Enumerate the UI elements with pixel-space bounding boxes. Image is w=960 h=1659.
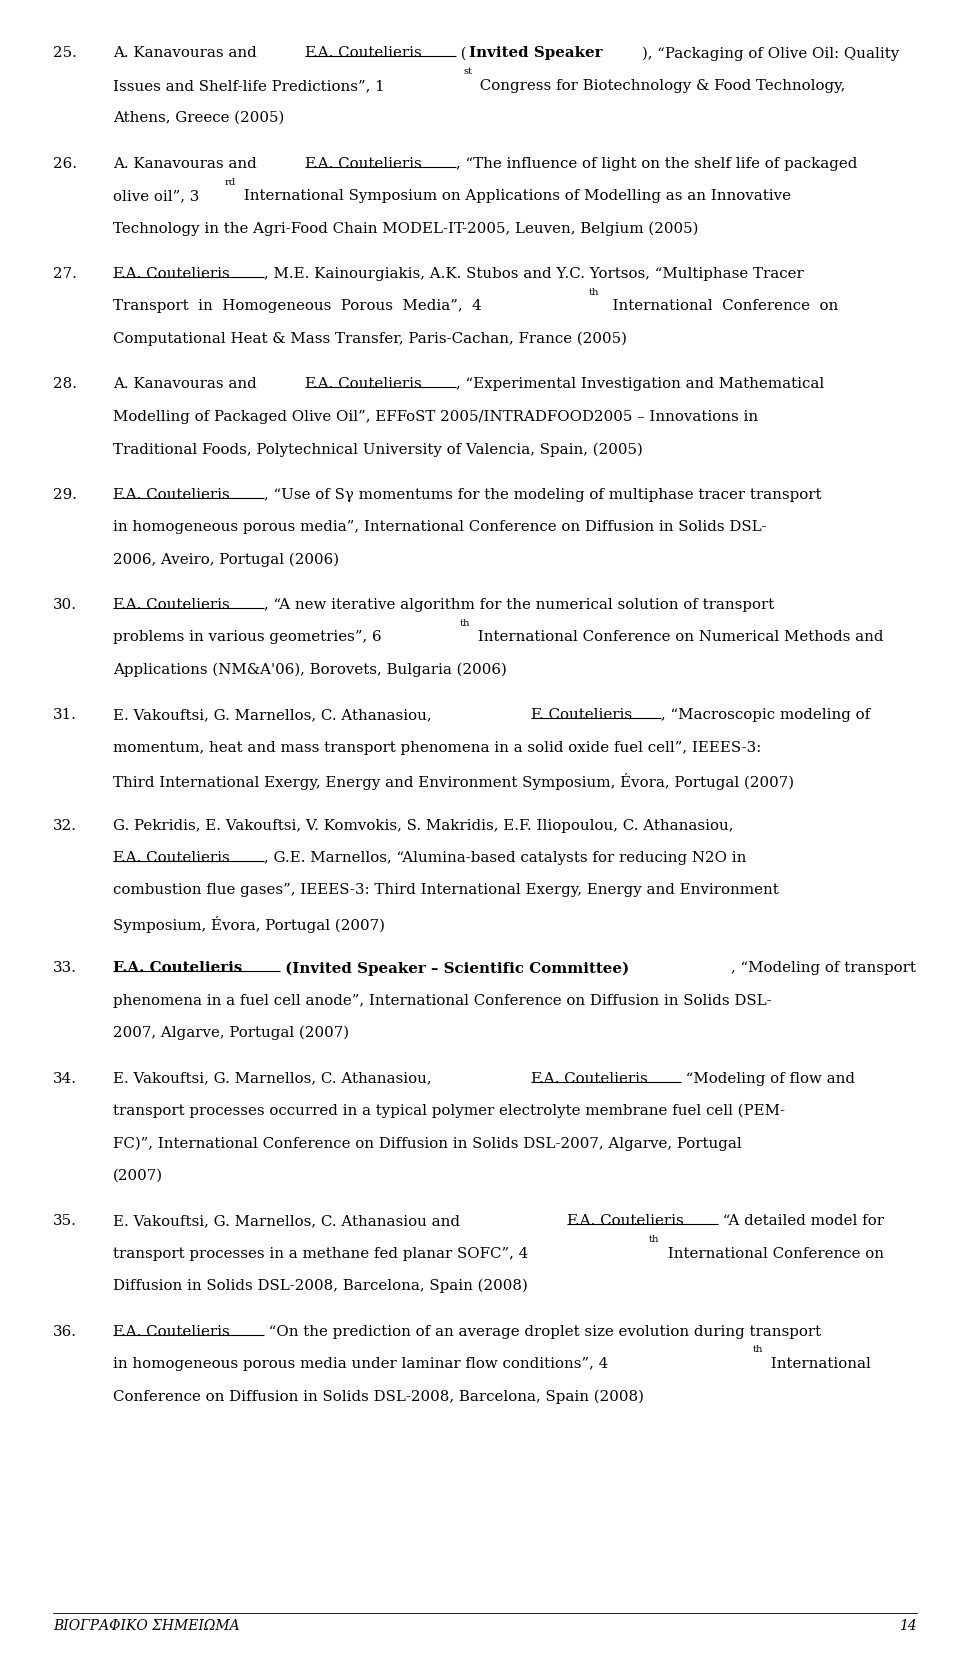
Text: rd: rd	[225, 178, 236, 186]
Text: (Invited Speaker – Scientific Committee): (Invited Speaker – Scientific Committee)	[280, 962, 629, 975]
Text: , “Macroscopic modeling of: , “Macroscopic modeling of	[661, 708, 871, 722]
Text: olive oil”, 3: olive oil”, 3	[113, 189, 200, 202]
Text: Computational Heat & Mass Transfer, Paris-Cachan, France (2005): Computational Heat & Mass Transfer, Pari…	[113, 332, 627, 347]
Text: International: International	[766, 1357, 871, 1370]
Text: FC)”, International Conference on Diffusion in Solids DSL-2007, Algarve, Portuga: FC)”, International Conference on Diffus…	[113, 1136, 742, 1151]
Text: E. Vakouftsi, G. Marnellos, C. Athanasiou,: E. Vakouftsi, G. Marnellos, C. Athanasio…	[113, 1072, 437, 1085]
Text: F.A. Coutelieris: F.A. Coutelieris	[113, 488, 230, 501]
Text: F.A. Coutelieris: F.A. Coutelieris	[113, 267, 230, 280]
Text: F.A. Coutelieris: F.A. Coutelieris	[305, 378, 421, 392]
Text: Traditional Foods, Polytechnical University of Valencia, Spain, (2005): Traditional Foods, Polytechnical Univers…	[113, 443, 643, 456]
Text: phenomena in a fuel cell anode”, International Conference on Diffusion in Solids: phenomena in a fuel cell anode”, Interna…	[113, 994, 772, 1007]
Text: A. Kanavouras and: A. Kanavouras and	[113, 46, 262, 60]
Text: transport processes in a methane fed planar SOFC”, 4: transport processes in a methane fed pla…	[113, 1248, 529, 1261]
Text: 31.: 31.	[53, 708, 77, 722]
Text: 25.: 25.	[53, 46, 77, 60]
Text: G. Pekridis, E. Vakouftsi, V. Komvokis, S. Makridis, E.F. Iliopoulou, C. Athanas: G. Pekridis, E. Vakouftsi, V. Komvokis, …	[113, 820, 733, 833]
Text: F.A. Coutelieris: F.A. Coutelieris	[113, 599, 230, 612]
Text: 27.: 27.	[53, 267, 77, 280]
Text: 33.: 33.	[53, 962, 77, 975]
Text: th: th	[589, 289, 600, 297]
Text: 30.: 30.	[53, 599, 77, 612]
Text: 2007, Algarve, Portugal (2007): 2007, Algarve, Portugal (2007)	[113, 1025, 349, 1040]
Text: 28.: 28.	[53, 378, 77, 392]
Text: in homogeneous porous media”, International Conference on Diffusion in Solids DS: in homogeneous porous media”, Internatio…	[113, 521, 767, 534]
Text: International Conference on Numerical Methods and: International Conference on Numerical Me…	[473, 630, 884, 644]
Text: (: (	[456, 46, 467, 60]
Text: F.A. Coutelieris: F.A. Coutelieris	[305, 158, 421, 171]
Text: Issues and Shelf-life Predictions”, 1: Issues and Shelf-life Predictions”, 1	[113, 78, 385, 93]
Text: Applications (NM&A'06), Borovets, Bulgaria (2006): Applications (NM&A'06), Borovets, Bulgar…	[113, 664, 507, 677]
Text: F.A. Coutelieris: F.A. Coutelieris	[113, 962, 243, 975]
Text: 32.: 32.	[53, 820, 77, 833]
Text: , “Experimental Investigation and Mathematical: , “Experimental Investigation and Mathem…	[456, 378, 824, 392]
Text: International Symposium on Applications of Modelling as an Innovative: International Symposium on Applications …	[239, 189, 791, 202]
Text: F.A. Coutelieris: F.A. Coutelieris	[113, 1324, 230, 1339]
Text: , “Modeling of transport: , “Modeling of transport	[731, 962, 916, 975]
Text: problems in various geometries”, 6: problems in various geometries”, 6	[113, 630, 382, 644]
Text: th: th	[753, 1345, 763, 1354]
Text: , “Use of Sγ momentums for the modeling of multiphase tracer transport: , “Use of Sγ momentums for the modeling …	[264, 488, 822, 501]
Text: International  Conference  on: International Conference on	[603, 299, 838, 314]
Text: A. Kanavouras and: A. Kanavouras and	[113, 158, 262, 171]
Text: Invited Speaker: Invited Speaker	[469, 46, 603, 60]
Text: Modelling of Packaged Olive Oil”, EFFoST 2005/INTRADFOOD2005 – Innovations in: Modelling of Packaged Olive Oil”, EFFoST…	[113, 410, 758, 423]
Text: “On the prediction of an average droplet size evolution during transport: “On the prediction of an average droplet…	[264, 1324, 821, 1339]
Text: th: th	[649, 1234, 660, 1244]
Text: 36.: 36.	[53, 1324, 77, 1339]
Text: combustion flue gases”, IEEES-3: Third International Exergy, Energy and Environm: combustion flue gases”, IEEES-3: Third I…	[113, 883, 779, 898]
Text: A. Kanavouras and: A. Kanavouras and	[113, 378, 262, 392]
Text: F.A. Coutelieris: F.A. Coutelieris	[567, 1214, 684, 1228]
Text: F.A. Coutelieris: F.A. Coutelieris	[305, 46, 421, 60]
Text: F. Coutelieris: F. Coutelieris	[531, 708, 632, 722]
Text: “A detailed model for: “A detailed model for	[718, 1214, 884, 1228]
Text: 29.: 29.	[53, 488, 77, 501]
Text: ΒΙΟΓΡΑΦΙΚΟ ΣΗΜΕΙΩΜΑ: ΒΙΟΓΡΑΦΙΚΟ ΣΗΜΕΙΩΜΑ	[53, 1619, 239, 1632]
Text: Congress for Biotechnology & Food Technology,: Congress for Biotechnology & Food Techno…	[475, 78, 846, 93]
Text: th: th	[460, 619, 470, 627]
Text: Transport  in  Homogeneous  Porous  Media”,  4: Transport in Homogeneous Porous Media”, …	[113, 299, 482, 314]
Text: F.A. Coutelieris: F.A. Coutelieris	[113, 851, 230, 864]
Text: Diffusion in Solids DSL-2008, Barcelona, Spain (2008): Diffusion in Solids DSL-2008, Barcelona,…	[113, 1279, 528, 1294]
Text: Symposium, Évora, Portugal (2007): Symposium, Évora, Portugal (2007)	[113, 916, 385, 932]
Text: 26.: 26.	[53, 158, 77, 171]
Text: momentum, heat and mass transport phenomena in a solid oxide fuel cell”, IEEES-3: momentum, heat and mass transport phenom…	[113, 740, 761, 755]
Text: in homogeneous porous media under laminar flow conditions”, 4: in homogeneous porous media under lamina…	[113, 1357, 609, 1370]
Text: International Conference on: International Conference on	[662, 1248, 883, 1261]
Text: (2007): (2007)	[113, 1168, 163, 1183]
Text: 34.: 34.	[53, 1072, 77, 1085]
Text: st: st	[464, 66, 472, 76]
Text: 2006, Aveiro, Portugal (2006): 2006, Aveiro, Portugal (2006)	[113, 552, 339, 567]
Text: , G.E. Marnellos, “Alumina-based catalysts for reducing N2O in: , G.E. Marnellos, “Alumina-based catalys…	[264, 851, 746, 864]
Text: , M.E. Kainourgiakis, A.K. Stubos and Y.C. Yortsos, “Multiphase Tracer: , M.E. Kainourgiakis, A.K. Stubos and Y.…	[264, 267, 804, 280]
Text: 35.: 35.	[53, 1214, 77, 1228]
Text: , “A new iterative algorithm for the numerical solution of transport: , “A new iterative algorithm for the num…	[264, 599, 774, 612]
Text: Third International Exergy, Energy and Environment Symposium, Évora, Portugal (2: Third International Exergy, Energy and E…	[113, 773, 794, 790]
Text: transport processes occurred in a typical polymer electrolyte membrane fuel cell: transport processes occurred in a typica…	[113, 1105, 785, 1118]
Text: E. Vakouftsi, G. Marnellos, C. Athanasiou,: E. Vakouftsi, G. Marnellos, C. Athanasio…	[113, 708, 437, 722]
Text: ), “Packaging of Olive Oil: Quality: ), “Packaging of Olive Oil: Quality	[641, 46, 899, 61]
Text: F.A. Coutelieris: F.A. Coutelieris	[531, 1072, 647, 1085]
Text: 14: 14	[900, 1619, 917, 1632]
Text: Conference on Diffusion in Solids DSL-2008, Barcelona, Spain (2008): Conference on Diffusion in Solids DSL-20…	[113, 1390, 644, 1404]
Text: Athens, Greece (2005): Athens, Greece (2005)	[113, 111, 284, 124]
Text: “Modeling of flow and: “Modeling of flow and	[682, 1072, 855, 1085]
Text: Technology in the Agri-Food Chain MODEL-IT-2005, Leuven, Belgium (2005): Technology in the Agri-Food Chain MODEL-…	[113, 222, 699, 236]
Text: , “The influence of light on the shelf life of packaged: , “The influence of light on the shelf l…	[456, 158, 857, 171]
Text: E. Vakouftsi, G. Marnellos, C. Athanasiou and: E. Vakouftsi, G. Marnellos, C. Athanasio…	[113, 1214, 465, 1228]
